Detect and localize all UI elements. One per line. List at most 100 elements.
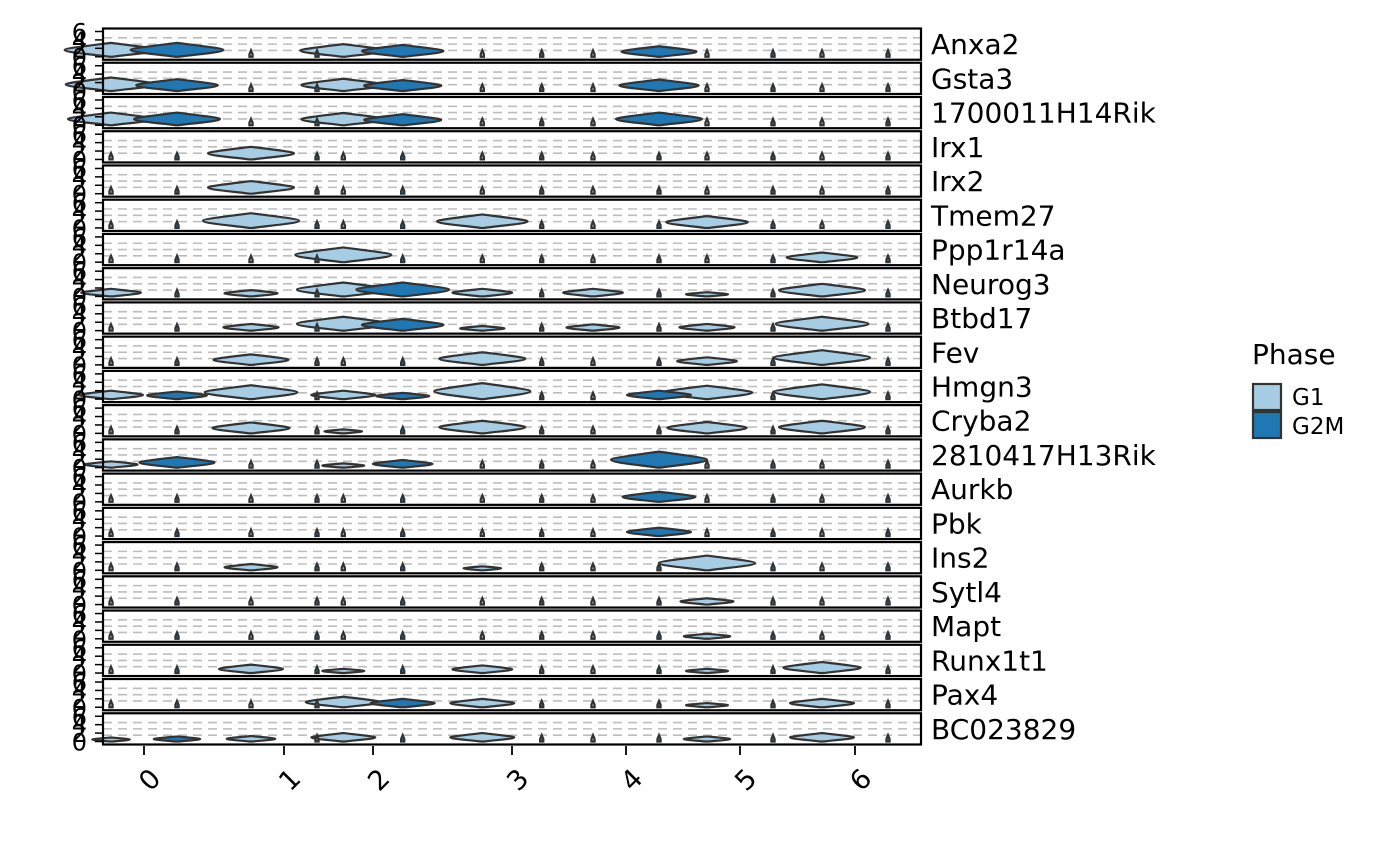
violin-BC023829-cluster-1-G1: [225, 734, 277, 743]
violin-Irx1-cluster-1-G2M: [314, 150, 320, 161]
violin-Btbd17-cluster-5-G1: [678, 322, 736, 332]
gene-panel-Irx2: [101, 164, 923, 198]
violin-BC023829-cluster-4-G1: [590, 732, 596, 743]
y-tick-label: 6: [72, 292, 87, 320]
panel-border: [101, 369, 923, 404]
violin-Ppp1r14a-cluster-2-G2M: [400, 252, 406, 264]
violin-Pbk-cluster-1-G1: [248, 526, 254, 538]
y-tick-label: 2: [72, 70, 87, 98]
violin-2810417H13Rik-cluster-3-G1: [479, 458, 485, 469]
violin-Irx2-cluster-5-G1: [704, 184, 710, 195]
gene-label-2810417H13Rik: 2810417H13Rik: [931, 439, 1157, 472]
violin-Neurog3-cluster-1-G2M: [314, 287, 320, 298]
x-tick-label-4: 4: [615, 763, 649, 797]
y-tick-label: 2: [72, 720, 87, 748]
violin-Irx2-cluster-0-G2M: [174, 184, 180, 195]
y-tick-label: 4: [72, 198, 87, 226]
violin-Irx2-cluster-4-G1: [590, 184, 596, 195]
violin-Runx1t1-cluster-6-G2M: [885, 663, 891, 675]
y-tick-label: 4: [72, 164, 87, 192]
violin-Fev-cluster-3-G2M: [539, 355, 545, 366]
gene-label-1700011H14Rik: 1700011H14Rik: [931, 97, 1157, 130]
violin-Sytl4-cluster-6-G1: [819, 595, 825, 606]
violin-Cryba2-cluster-4-G2M: [656, 424, 662, 435]
legend-swatch-g2m: [1251, 410, 1283, 440]
panel-border: [101, 301, 923, 335]
violin-BC023829-cluster-0-G1: [91, 736, 131, 743]
violin-Irx1-cluster-3-G2M: [539, 150, 545, 161]
violin-Gsta3-cluster-3-G1: [479, 81, 485, 93]
gene-panel-Cryba2: [101, 404, 923, 438]
violin-Ins2-cluster-4-G2M: [656, 561, 662, 572]
y-tick-label: 6: [72, 258, 87, 286]
gene-panel-Tmem27: [101, 198, 923, 233]
violin-Gsta3-cluster-0-G2M: [135, 78, 219, 93]
violin-2810417H13Rik-cluster-6-G2M: [885, 458, 891, 469]
violin-Btbd17-cluster-2-G2M: [360, 317, 445, 332]
gene-panel-Neurog3: [80, 267, 923, 301]
violin-Sytl4-cluster-1-G1: [248, 595, 254, 606]
x-tick-label-1: 1: [273, 763, 307, 797]
violin-Pax4-cluster-4-G1: [590, 698, 596, 709]
y-tick-label: 4: [72, 267, 87, 295]
violin-panels: 0246024602460246024602460246024602460246…: [63, 19, 923, 757]
violin-Cryba2-cluster-5-G2M: [770, 424, 776, 435]
violin-Pbk-cluster-4-G1: [590, 526, 596, 538]
violin-Sytl4-cluster-0-G2M: [174, 595, 180, 606]
violin-Tmem27-cluster-3-G1: [435, 213, 529, 230]
violin-Aurkb-cluster-6-G1: [819, 492, 825, 503]
violin-Ins2-cluster-1-G1: [223, 562, 279, 572]
violin-Tmem27-cluster-1-G1: [201, 212, 301, 230]
gene-label-Neurog3: Neurog3: [931, 268, 1051, 301]
y-tick-label: 0: [72, 181, 87, 209]
violin-Ppp1r14a-cluster-0-G1: [108, 252, 114, 264]
violin-Runx1t1-cluster-5-G2M: [770, 663, 776, 675]
violin-Pax4-cluster-5-G1: [684, 701, 730, 709]
violin-Neurog3-cluster-6-G1: [777, 282, 867, 298]
violin-Gsta3-cluster-4-G1: [590, 81, 596, 93]
violin-Btbd17-cluster-0-G2M: [174, 321, 180, 332]
violin-Hmgn3-cluster-1-G1: [203, 384, 299, 401]
violin-Irx2-cluster-3-G2M: [539, 184, 545, 195]
violin-Pax4-cluster-3-G2M: [539, 698, 545, 709]
y-tick-label: 6: [72, 669, 87, 697]
violin-Btbd17-cluster-1-G1: [222, 322, 280, 332]
violin-Irx1-cluster-0-G2M: [174, 150, 180, 161]
violin-Irx2-cluster-1-G2M: [314, 184, 320, 195]
violin-Irx2-cluster-2-G1: [340, 184, 346, 195]
gene-panel-2810417H13Rik: [83, 438, 923, 472]
y-tick-label: 2: [72, 686, 87, 714]
y-tick-label: 4: [72, 643, 87, 671]
violin-Sytl4-cluster-4-G2M: [656, 595, 662, 606]
panel-border: [101, 506, 923, 541]
violin-Pax4-cluster-5-G2M: [770, 698, 776, 709]
violin-Anxa2-cluster-6-G2M: [885, 47, 891, 58]
violin-Anxa2-cluster-3-G1: [479, 47, 485, 58]
y-tick-label: 4: [72, 438, 87, 466]
violin-Hmgn3-cluster-2-G1: [310, 389, 377, 401]
y-tick-label: 0: [72, 146, 87, 174]
y-tick-label: 4: [72, 369, 87, 397]
violin-1700011H14Rik-cluster-3-G2M: [539, 115, 545, 127]
violin-Fev-cluster-0-G2M: [174, 355, 180, 366]
violin-Hmgn3-cluster-3-G2M: [539, 389, 545, 401]
violin-Irx1-cluster-3-G1: [479, 150, 485, 161]
violin-1700011H14Rik-cluster-6-G1: [819, 115, 825, 127]
y-tick-label: 4: [72, 130, 87, 158]
violin-Pbk-cluster-4-G2M: [625, 526, 693, 538]
violin-Hmgn3-cluster-6-G2M: [885, 389, 891, 401]
y-tick-label: 6: [72, 498, 87, 526]
violin-Mapt-cluster-6-G1: [819, 629, 825, 640]
violin-Sytl4-cluster-5-G2M: [770, 595, 776, 606]
violin-BC023829-cluster-6-G1: [788, 731, 856, 743]
y-tick-label: 4: [72, 506, 87, 534]
violin-Irx1-cluster-6-G2M: [885, 150, 891, 161]
y-tick-label: 6: [72, 53, 87, 81]
y-tick-label: 0: [72, 694, 87, 722]
y-tick-label: 2: [72, 652, 87, 680]
violin-Ppp1r14a-cluster-4-G2M: [656, 252, 662, 264]
legend-label-g1: G1: [1292, 385, 1324, 411]
violin-Btbd17-cluster-3-G2M: [539, 321, 545, 332]
violin-Tmem27-cluster-6-G1: [819, 218, 825, 230]
